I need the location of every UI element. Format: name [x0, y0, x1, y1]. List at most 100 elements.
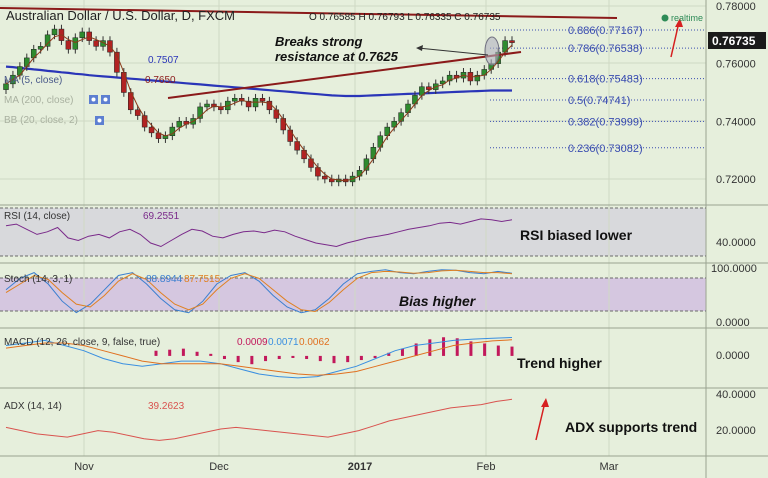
candle-body	[280, 118, 287, 131]
realtime-dot	[661, 14, 669, 22]
candle-body	[17, 66, 23, 76]
ma-fast-value: 0.7650	[145, 75, 176, 86]
fib-levels: 0.886(0.77167) 0.786(0.76538) 0.618(0.7548…	[490, 25, 706, 155]
macd-hist-bar	[496, 345, 500, 356]
macd-hist-bar	[455, 338, 459, 356]
adx-arrow	[535, 401, 546, 441]
ma-fast-line	[5, 34, 513, 182]
candle-body	[231, 98, 238, 102]
macd-label[interactable]: MACD (12, 26, close, 9, false, true)	[4, 337, 160, 348]
candle-body	[370, 147, 377, 160]
price-tag-text: 0.76735	[712, 34, 756, 48]
x-tick: Dec	[209, 461, 229, 473]
macd-hist-bar	[318, 355, 322, 362]
candle-body	[204, 103, 210, 108]
price-pane	[0, 0, 706, 205]
adx-line	[5, 398, 513, 441]
arrow-head	[416, 45, 423, 51]
bb-settings-icon[interactable]	[95, 116, 104, 125]
ma-fast-label[interactable]: MA (5, close)	[4, 75, 62, 86]
macd-note: Trend higher	[517, 355, 602, 371]
macd-hist-bar	[332, 355, 336, 364]
price-tick: 0.76000	[716, 59, 756, 71]
macd-line	[5, 337, 513, 379]
candle-body	[93, 40, 99, 47]
macd-hist-bar	[469, 341, 473, 356]
stoch-d-value: 87.7515	[184, 274, 221, 285]
macd-hist-bar	[387, 352, 391, 356]
macd-hist-bar	[428, 339, 432, 356]
fib-label: 0.618(0.75483)	[568, 74, 643, 86]
resistance-trendline[interactable]	[167, 51, 522, 99]
settings-icon[interactable]	[89, 95, 98, 104]
macd-hist-bar	[277, 355, 281, 360]
candle-body	[439, 80, 446, 85]
candle-body	[308, 158, 314, 168]
candle-body	[294, 141, 300, 151]
stoch-band	[0, 278, 706, 311]
candle-body	[509, 40, 515, 43]
bb-label[interactable]: BB (20, close, 2)	[4, 115, 78, 126]
price-tick: 0.78000	[716, 1, 756, 13]
eye-icon[interactable]	[101, 95, 110, 104]
adx-tick-40: 40.0000	[716, 389, 756, 401]
candle-body	[384, 126, 390, 136]
breaks-annotation-line2: resistance at 0.7625	[275, 49, 399, 64]
breakout-highlight	[484, 36, 500, 66]
stoch-k-line	[5, 269, 513, 314]
long-trendline[interactable]	[0, 7, 618, 19]
candle-body	[148, 126, 155, 134]
fib-label: 0.236(0.73082)	[568, 143, 643, 155]
macd-hist-bar	[346, 355, 350, 363]
realtime-arrow	[670, 21, 680, 58]
macd-tick-0: 0.0000	[716, 350, 750, 362]
macd-histogram	[154, 337, 514, 365]
x-tick: Nov	[74, 461, 94, 473]
macd-hist-bar	[305, 355, 309, 360]
chart-title: Australian Dollar / U.S. Dollar, D, FXCM	[6, 8, 235, 23]
rsi-value: 69.2551	[143, 211, 180, 222]
macd-hist-bar	[154, 350, 158, 356]
fib-label: 0.382(0.73999)	[568, 116, 643, 128]
macd-signal-value: 0.0062	[299, 337, 330, 348]
candle-body	[141, 115, 148, 128]
candle-body	[44, 34, 51, 47]
candle-body	[322, 175, 328, 180]
x-tick: 2017	[348, 461, 372, 473]
x-tick: Mar	[600, 461, 619, 473]
adx-pane	[0, 388, 706, 456]
candle-body	[65, 40, 72, 50]
macd-hist-bar	[250, 355, 254, 365]
candle-body	[134, 109, 141, 116]
candle-body	[259, 98, 266, 102]
macd-hist-bar	[264, 355, 268, 362]
macd-hist-bar	[400, 348, 404, 356]
candle-body	[474, 74, 481, 82]
x-tick: Feb	[477, 461, 496, 473]
candle-body	[197, 106, 203, 119]
adx-tick-20: 20.0000	[716, 425, 756, 437]
candle-body	[273, 109, 280, 119]
stoch-label[interactable]: Stoch (14, 3, 1)	[4, 274, 72, 285]
candle-body	[446, 74, 453, 82]
candle-body	[301, 149, 307, 160]
macd-line-value: 0.0071	[268, 337, 299, 348]
stoch-note: Bias higher	[399, 293, 477, 309]
adx-label[interactable]: ADX (14, 14)	[4, 401, 62, 412]
annotation-arrow	[417, 47, 489, 56]
rsi-label[interactable]: RSI (14, close)	[4, 211, 70, 222]
stoch-k-value: 88.8944	[146, 274, 183, 285]
macd-hist-bar	[209, 353, 213, 356]
realtime-label: realtime	[671, 13, 703, 23]
rsi-line	[5, 218, 513, 248]
candle-body	[24, 57, 30, 67]
candle-body	[412, 95, 418, 105]
candle-body	[211, 103, 217, 108]
stoch-tick-100: 100.0000	[711, 263, 757, 275]
candle-body	[287, 129, 293, 142]
ma-long-label[interactable]: MA (200, close)	[4, 95, 73, 106]
candle-body	[356, 170, 363, 177]
